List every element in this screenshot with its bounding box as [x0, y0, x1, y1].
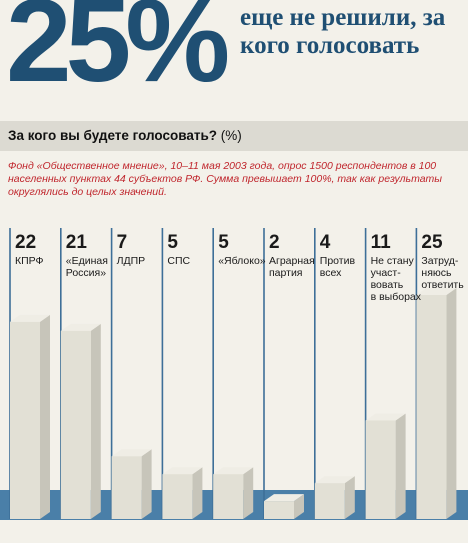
category-label: Не стану участ- вовать в выборах — [370, 255, 421, 303]
source-note: Фонд «Общественное мнение», 10–11 мая 20… — [8, 160, 443, 198]
column-label: 7 ЛДПР — [116, 232, 146, 268]
chart-question-unit: (%) — [220, 128, 242, 143]
category-label: Против всех — [319, 255, 356, 279]
bar-top — [111, 449, 152, 457]
bar-side — [446, 288, 457, 519]
bar-side — [192, 467, 203, 519]
chart-question: За кого вы будете голосовать? (%) — [8, 128, 242, 143]
column-label: 21 «Единая Россия» — [65, 232, 108, 280]
category-label: «Яблоко» — [218, 255, 266, 267]
bar — [111, 456, 142, 519]
bar — [264, 501, 294, 519]
bar-top — [314, 476, 355, 484]
bar-top — [365, 413, 406, 421]
bar-top — [10, 314, 50, 322]
data-label: 22 — [15, 232, 37, 253]
column-label: 5 СПС — [167, 232, 191, 268]
bar-side — [243, 467, 254, 519]
bar-top — [416, 288, 457, 295]
category-label: КПРФ — [15, 255, 44, 267]
column-label: 25 Затруд- няюсь ответить — [421, 232, 464, 292]
bar-side — [395, 413, 406, 519]
bar — [162, 474, 193, 519]
data-label: 2 — [269, 232, 280, 253]
headline-text: еще не решили, за кого голосовать — [240, 4, 446, 59]
data-label: 11 — [370, 232, 391, 253]
headline-percent: 25% — [6, 0, 230, 107]
category-label: Затруд- няюсь ответить — [421, 255, 464, 291]
data-label: 5 — [218, 232, 229, 253]
chart-question-text: За кого вы будете голосовать? — [8, 128, 218, 143]
bar — [213, 474, 244, 519]
data-label: 5 — [167, 232, 178, 253]
bar-top — [213, 467, 254, 475]
bar-top — [60, 323, 101, 331]
data-label: 25 — [421, 232, 443, 253]
bar-top — [162, 467, 203, 475]
bar-top — [264, 494, 304, 502]
category-label: «Единая Россия» — [65, 255, 108, 279]
category-label: СПС — [167, 255, 191, 267]
data-label: 21 — [65, 232, 87, 253]
question-bar: За кого вы будете голосовать? (%) — [0, 121, 468, 151]
bar — [365, 420, 396, 519]
column-label: 2 Аграрная партия — [269, 232, 315, 280]
column-label: 11 Не стану участ- вовать в выборах — [370, 232, 421, 304]
data-label: 4 — [319, 232, 331, 253]
column-label: 22 КПРФ — [15, 232, 44, 268]
column-label: 4 Против всех — [319, 232, 356, 280]
bar — [416, 295, 447, 519]
bar-side — [40, 314, 50, 519]
bar-side — [141, 449, 152, 519]
bar — [10, 321, 40, 519]
bar — [314, 483, 345, 519]
bar-side — [344, 476, 355, 519]
bar-side — [294, 494, 304, 519]
data-label: 7 — [116, 232, 128, 253]
column-label: 5 «Яблоко» — [218, 232, 266, 268]
category-label: Аграрная партия — [269, 255, 315, 279]
bar — [60, 330, 91, 519]
headline: 25% еще не решили, за кого голосовать — [0, 0, 468, 118]
bar-side — [90, 323, 101, 519]
category-label: ЛДПР — [116, 255, 146, 267]
